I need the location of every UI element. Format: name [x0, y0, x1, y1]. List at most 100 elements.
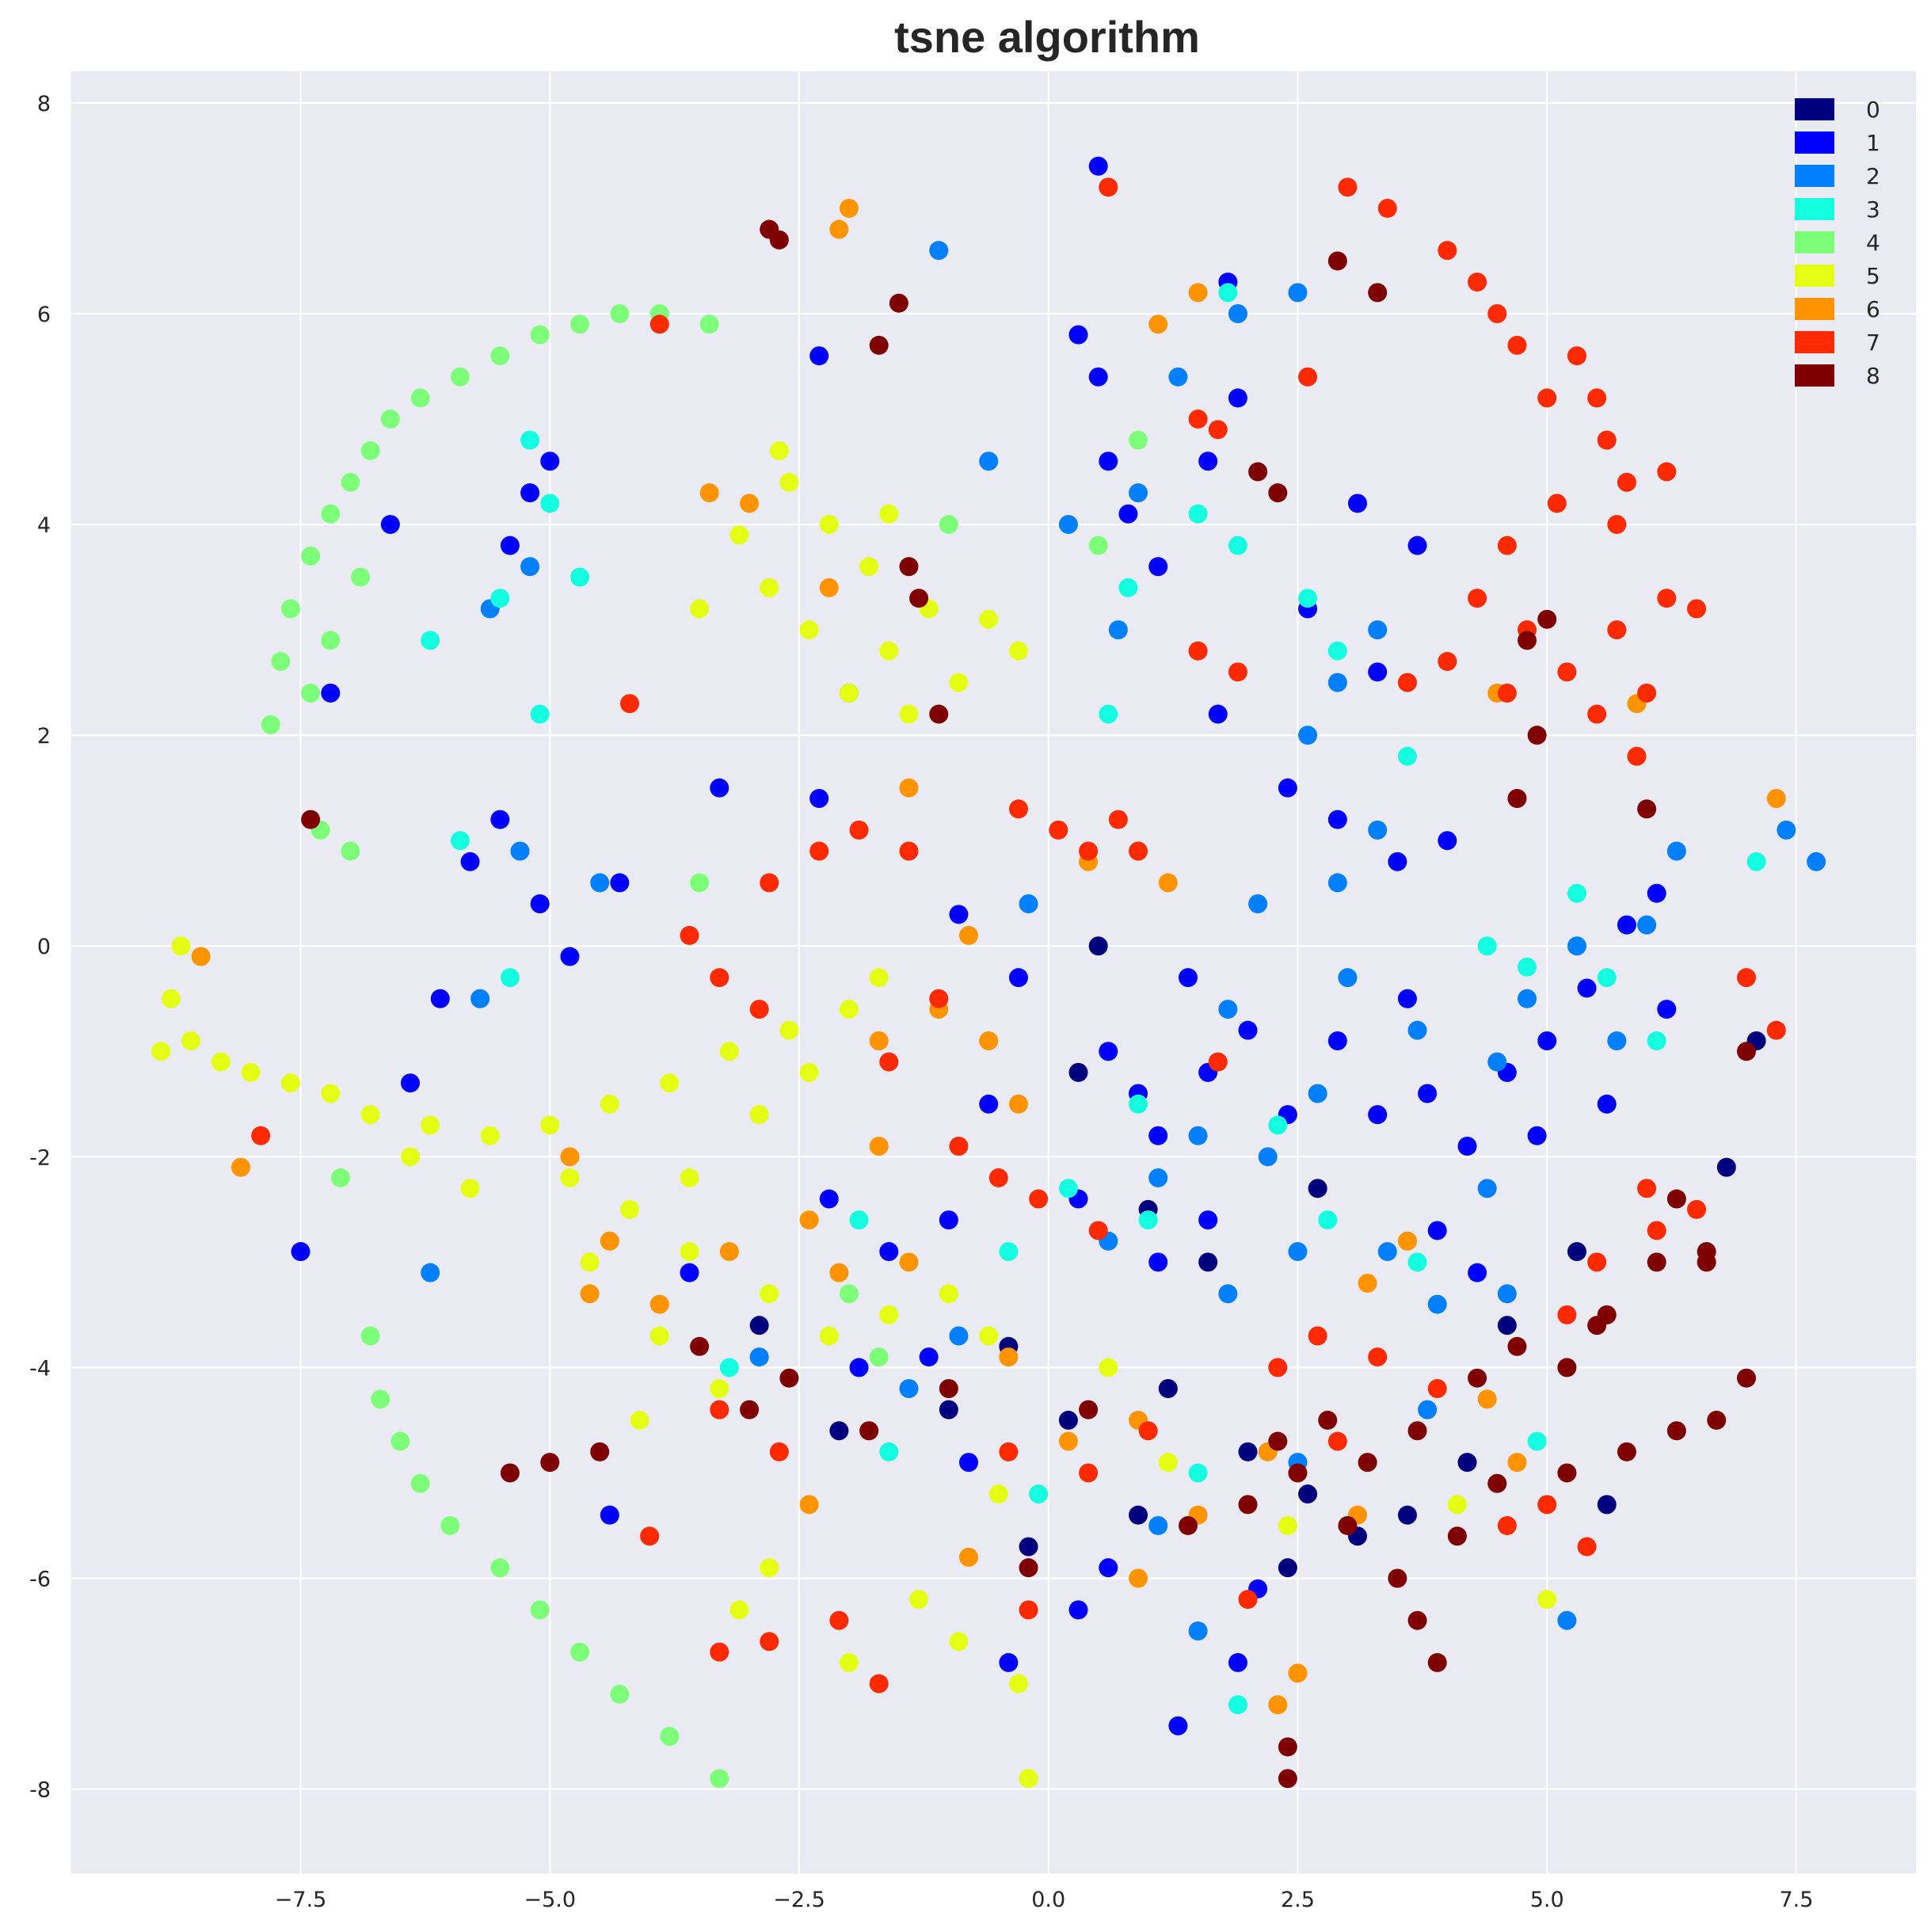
data-point	[560, 947, 580, 966]
data-point	[1487, 303, 1507, 323]
data-point	[1268, 1115, 1288, 1135]
data-point	[760, 1284, 779, 1304]
data-point	[1497, 683, 1517, 703]
data-point	[1218, 1284, 1238, 1304]
data-point	[1228, 535, 1247, 555]
data-point	[1118, 504, 1138, 524]
data-point	[1058, 515, 1078, 535]
data-point	[1129, 1505, 1148, 1525]
data-point	[1597, 968, 1617, 988]
data-point	[1447, 1526, 1467, 1546]
data-point	[749, 1347, 769, 1367]
data-point	[1248, 894, 1268, 914]
data-point	[719, 1042, 739, 1061]
data-point	[879, 1442, 899, 1461]
data-points	[151, 156, 1826, 1789]
data-point	[241, 1062, 261, 1082]
data-point	[1666, 1189, 1686, 1209]
data-point	[680, 925, 699, 945]
data-point	[889, 293, 908, 313]
data-point	[421, 1263, 440, 1282]
legend-label: 0	[1866, 97, 1880, 123]
data-point	[520, 557, 540, 577]
data-point	[760, 1558, 779, 1578]
data-point	[1597, 1094, 1617, 1114]
data-point	[1008, 799, 1028, 819]
legend-label: 7	[1866, 330, 1880, 356]
data-point	[1298, 726, 1318, 745]
data-point	[380, 410, 400, 429]
data-point	[1388, 852, 1407, 871]
data-point	[829, 1421, 849, 1441]
data-point	[1617, 915, 1636, 935]
data-point	[1288, 1242, 1308, 1262]
data-point	[1468, 1368, 1487, 1388]
data-point	[1338, 968, 1358, 988]
data-point	[769, 440, 789, 460]
data-point	[849, 820, 869, 840]
data-point	[760, 577, 779, 597]
data-point	[949, 673, 969, 692]
data-point	[1518, 989, 1537, 1008]
data-point	[500, 535, 520, 555]
data-point	[839, 1000, 859, 1019]
data-point	[809, 788, 829, 808]
data-point	[909, 1590, 929, 1610]
y-tick-label: 8	[37, 92, 51, 116]
data-point	[371, 1389, 390, 1409]
data-point	[949, 1326, 969, 1346]
data-point	[1079, 1463, 1099, 1483]
data-point	[1407, 1252, 1427, 1272]
data-point	[1019, 894, 1038, 914]
legend-swatch	[1795, 98, 1834, 120]
data-point	[1577, 978, 1597, 998]
data-point	[879, 1305, 899, 1324]
data-point	[1368, 1347, 1388, 1367]
y-tick-label: 6	[37, 303, 51, 327]
data-point	[1368, 662, 1388, 682]
data-point	[1746, 852, 1766, 871]
data-point	[570, 567, 590, 587]
data-point	[749, 1105, 769, 1125]
data-point	[1666, 841, 1686, 861]
data-point	[1108, 620, 1128, 640]
data-point	[1597, 1495, 1617, 1515]
data-point	[899, 841, 919, 861]
data-point	[211, 1052, 230, 1072]
data-point	[1687, 599, 1707, 619]
data-point	[760, 1632, 779, 1652]
data-point	[899, 704, 919, 724]
data-point	[1647, 1221, 1666, 1240]
data-point	[1377, 198, 1397, 218]
data-point	[1188, 1463, 1208, 1483]
data-point	[939, 1210, 958, 1230]
data-point	[1687, 1199, 1707, 1219]
data-point	[570, 1642, 590, 1662]
data-point	[769, 1442, 789, 1461]
data-point	[1547, 493, 1567, 513]
data-point	[710, 1379, 729, 1399]
data-point	[859, 1421, 879, 1441]
data-point	[1278, 1558, 1297, 1578]
data-point	[1218, 283, 1238, 303]
data-point	[849, 1210, 869, 1230]
data-point	[799, 620, 819, 640]
data-point	[630, 1410, 649, 1430]
data-point	[1647, 1252, 1666, 1272]
data-point	[181, 1031, 201, 1050]
data-point	[959, 1547, 979, 1567]
data-point	[1327, 251, 1347, 271]
data-point	[1238, 1020, 1258, 1040]
data-point	[1557, 1305, 1577, 1324]
data-point	[480, 1126, 500, 1145]
data-point	[869, 1031, 889, 1050]
data-point	[1308, 1084, 1327, 1103]
data-point	[1697, 1242, 1716, 1262]
data-point	[1188, 410, 1208, 429]
data-point	[949, 1137, 969, 1157]
data-point	[929, 241, 949, 261]
data-point	[1447, 1495, 1467, 1515]
data-point	[1358, 1453, 1377, 1473]
data-point	[799, 1495, 819, 1515]
series-2	[421, 241, 1826, 1641]
